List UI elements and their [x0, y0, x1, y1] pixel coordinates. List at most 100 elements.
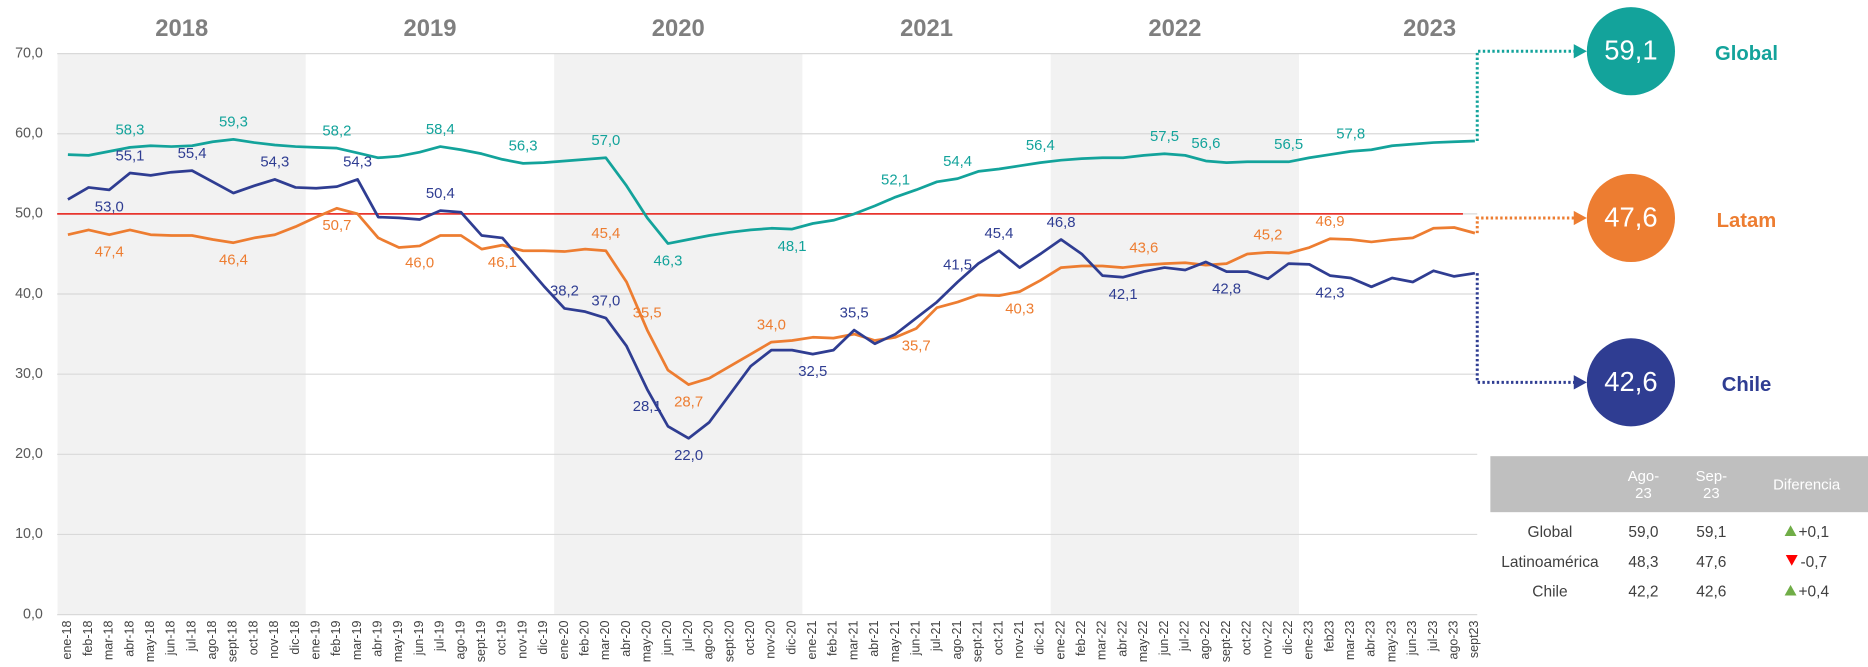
cell-text: 47,6 — [1696, 552, 1727, 571]
x-tick-label: jun-18 — [164, 621, 178, 657]
x-tick-label: sept-22 — [1219, 621, 1233, 663]
table-cell: Latinoamérica — [1490, 553, 1609, 571]
data-label: 38,2 — [550, 284, 579, 300]
year-label: 2020 — [652, 15, 705, 42]
cell-text: -0,7 — [1800, 552, 1828, 571]
data-label: 54,4 — [943, 154, 972, 170]
callout-arrow — [1573, 375, 1587, 390]
cell-text: Latinoamérica — [1501, 552, 1599, 571]
x-tick-label: mar-23 — [1343, 620, 1357, 660]
trend-icon — [1786, 555, 1799, 566]
x-tick-label: ene-20 — [557, 621, 571, 660]
data-label: 45,4 — [591, 226, 620, 242]
data-label: 42,3 — [1316, 285, 1345, 301]
callout-value: 59,1 — [1604, 35, 1657, 66]
series-line — [67, 169, 1476, 440]
series-name: Global — [1715, 43, 1778, 65]
series-name: Chile — [1722, 374, 1772, 396]
cell-text: +0,4 — [1798, 582, 1830, 601]
callout-connector — [1475, 49, 1575, 141]
x-tick-label: sept-18 — [226, 621, 240, 663]
table-cell: 42,2 — [1609, 582, 1677, 600]
x-tick-label: sept-20 — [722, 621, 736, 663]
year-band — [305, 53, 555, 615]
x-tick-label: jun-19 — [412, 621, 426, 657]
x-tick-label: dic-19 — [536, 621, 550, 655]
x-tick-label: jul-20 — [681, 621, 695, 653]
x-tick-label: nov-19 — [515, 621, 529, 659]
table-header: Ago- 23 Sep- 23 Diferencia — [1490, 456, 1868, 513]
series-line — [67, 206, 1476, 386]
data-label: 43,6 — [1129, 240, 1158, 256]
callout-value: 47,6 — [1604, 201, 1657, 232]
x-tick-label: ago-21 — [950, 621, 964, 660]
year-label: 2018 — [155, 15, 208, 42]
x-tick-label: may-23 — [1384, 621, 1398, 663]
data-label: 46,1 — [488, 255, 517, 271]
callout-arrow — [1573, 210, 1587, 226]
data-label: 46,9 — [1316, 214, 1345, 230]
x-tick-label: dic-20 — [784, 621, 798, 655]
data-label: 54,3 — [343, 155, 372, 171]
year-band — [57, 53, 306, 615]
x-tick-label: may-18 — [143, 621, 157, 663]
data-label: 55,4 — [178, 146, 207, 162]
x-tick-label: feb23 — [1322, 621, 1336, 652]
data-label: 58,2 — [322, 123, 351, 139]
year-label: 2022 — [1148, 15, 1201, 42]
x-tick-label: mar-21 — [846, 620, 860, 660]
x-tick-label: ago-20 — [702, 621, 716, 660]
x-tick-label: abr-22 — [1115, 621, 1129, 657]
trend-icon — [1784, 525, 1797, 536]
cell-text: 42,2 — [1628, 582, 1659, 601]
x-tick-label: ene-18 — [60, 621, 74, 660]
x-tick-label: jun-23 — [1405, 621, 1419, 657]
data-label: 34,0 — [757, 317, 786, 333]
data-label: 45,4 — [985, 226, 1014, 242]
x-tick-label: oct-18 — [246, 621, 260, 656]
data-label: 56,4 — [1026, 138, 1055, 154]
x-tick-label: sept-21 — [971, 621, 985, 663]
series-name: Latam — [1717, 210, 1777, 232]
data-label: 52,1 — [881, 172, 910, 188]
x-tick-label: jun-22 — [1157, 621, 1171, 657]
x-tick-label: ene-19 — [308, 621, 322, 660]
data-label: 56,5 — [1274, 137, 1303, 153]
year-label: 2021 — [900, 15, 953, 42]
callout-arrow — [1573, 44, 1587, 59]
data-label: 35,5 — [633, 305, 662, 321]
table-cell: 59,0 — [1609, 523, 1677, 541]
x-tick-label: feb-20 — [577, 621, 591, 656]
y-tick-label: 20,0 — [15, 446, 43, 462]
x-tick-label: ene-22 — [1053, 621, 1067, 660]
x-tick-label: nov-18 — [267, 621, 281, 659]
table-cell: Chile — [1490, 582, 1609, 600]
year-label: 2023 — [1403, 15, 1456, 42]
column-header: Sep- 23 — [1695, 467, 1728, 501]
year-band — [554, 53, 803, 615]
y-tick-label: 70,0 — [15, 45, 43, 61]
callout-circle — [1586, 7, 1676, 96]
data-label: 48,1 — [778, 239, 807, 255]
column-header: Diferencia — [1773, 475, 1841, 493]
data-label: 50,7 — [322, 218, 351, 234]
x-tick-label: dic-22 — [1281, 621, 1295, 655]
column-header: Ago- 23 — [1627, 467, 1660, 501]
x-tick-label: feb-18 — [81, 621, 95, 656]
x-tick-label: mar-20 — [598, 620, 612, 660]
x-tick-label: feb-19 — [329, 621, 343, 656]
y-tick-label: 50,0 — [15, 206, 43, 222]
data-label: 57,0 — [591, 133, 620, 149]
x-tick-label: ago-19 — [453, 621, 467, 660]
x-tick-label: abr-23 — [1364, 621, 1378, 657]
data-label: 42,1 — [1109, 287, 1138, 303]
data-label: 37,0 — [591, 293, 620, 309]
cell-text: 42,6 — [1696, 582, 1727, 601]
year-band — [802, 53, 1051, 615]
x-tick-label: may-20 — [640, 621, 654, 663]
table-cell: +0,1 — [1745, 523, 1868, 541]
x-tick-label: ago-18 — [205, 621, 219, 660]
data-label: 56,3 — [509, 139, 538, 155]
year-band — [1298, 53, 1478, 615]
